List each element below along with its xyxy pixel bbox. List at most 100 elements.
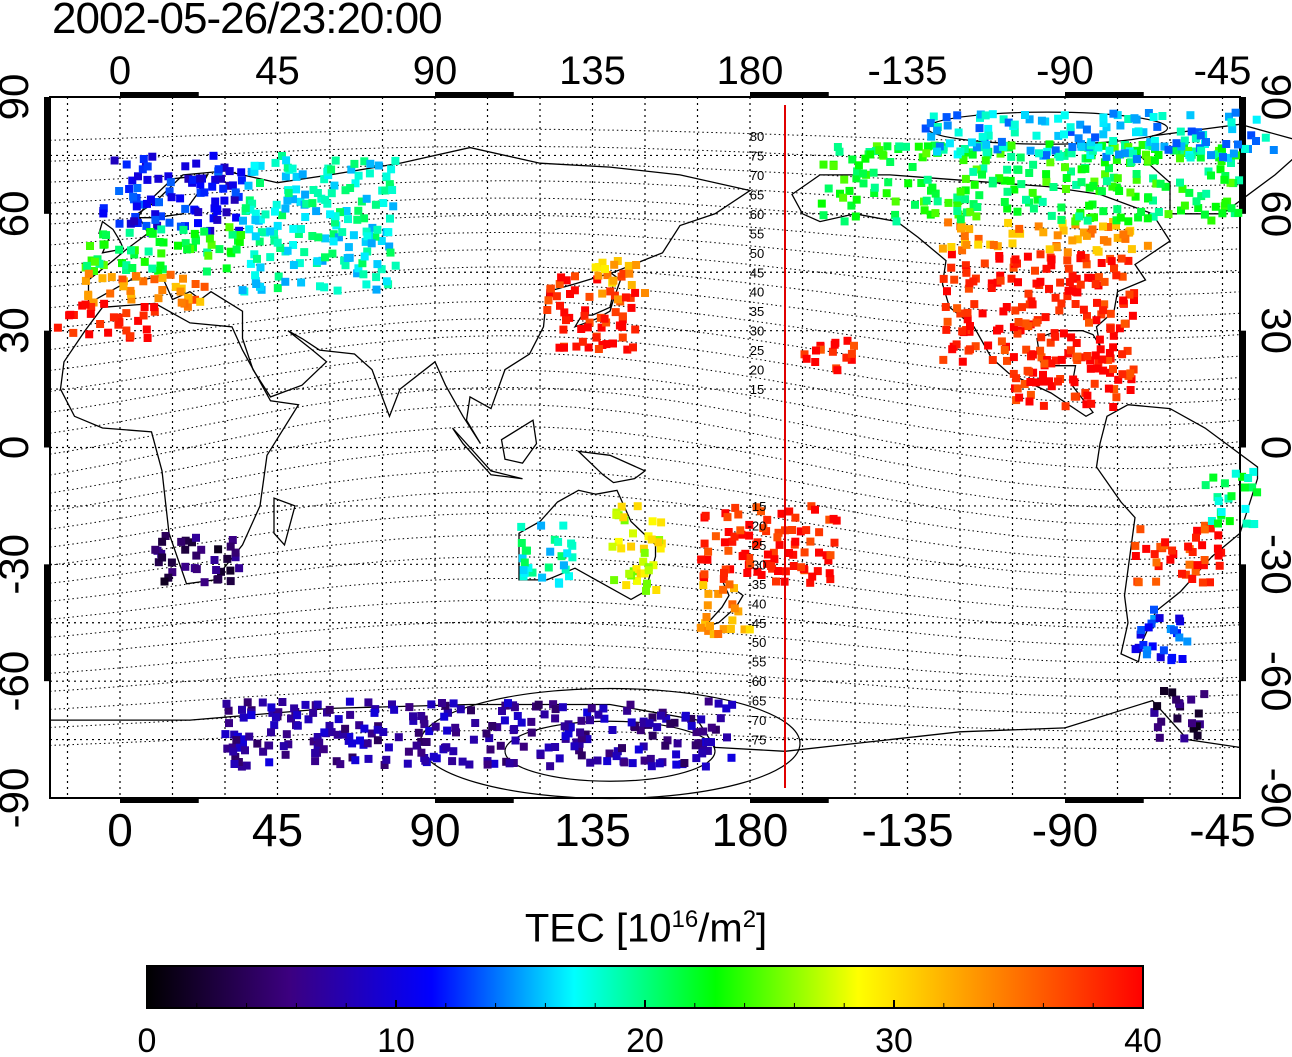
tec-point bbox=[584, 343, 593, 352]
tec-point bbox=[1082, 231, 1091, 240]
tec-point bbox=[560, 722, 569, 731]
tec-point bbox=[938, 244, 947, 253]
tec-point bbox=[1153, 723, 1162, 732]
tec-point bbox=[808, 572, 817, 581]
tec-point bbox=[944, 218, 953, 227]
tec-point bbox=[662, 714, 671, 723]
tec-point bbox=[246, 205, 255, 214]
tec-point bbox=[763, 550, 772, 559]
tec-point bbox=[1014, 318, 1023, 326]
mag-contour bbox=[49, 469, 1241, 543]
tec-point bbox=[606, 287, 615, 296]
tec-point bbox=[238, 735, 247, 744]
mag-contour bbox=[49, 491, 1241, 560]
tec-point bbox=[226, 542, 235, 551]
tec-point bbox=[1057, 203, 1066, 212]
tec-point bbox=[131, 272, 140, 281]
tec-point bbox=[348, 739, 357, 748]
tec-point bbox=[520, 558, 529, 567]
tec-point bbox=[974, 234, 983, 243]
tec-point bbox=[1231, 108, 1240, 117]
tec-point bbox=[139, 155, 148, 163]
tec-point bbox=[612, 510, 621, 519]
tec-point bbox=[1011, 255, 1020, 264]
tec-point bbox=[961, 195, 970, 204]
tec-point bbox=[911, 200, 919, 209]
tec-point bbox=[842, 353, 851, 362]
tec-point bbox=[1000, 346, 1009, 354]
tec-point bbox=[1136, 525, 1145, 534]
tec-point bbox=[672, 750, 681, 759]
tec-point bbox=[704, 697, 713, 706]
tec-point bbox=[806, 537, 815, 546]
tec-point bbox=[1047, 261, 1056, 270]
tec-point bbox=[1227, 118, 1236, 127]
tec-point bbox=[926, 119, 935, 128]
tec-point bbox=[639, 557, 648, 566]
tec-point bbox=[972, 143, 981, 152]
tec-point bbox=[639, 719, 648, 728]
tec-point bbox=[993, 145, 1002, 154]
tec-point bbox=[580, 311, 589, 320]
tec-point bbox=[1168, 653, 1177, 662]
right-lat-label: 60 bbox=[1253, 190, 1292, 237]
tec-point bbox=[598, 258, 607, 267]
tec-point bbox=[1149, 212, 1158, 221]
contour-label: -65 bbox=[748, 694, 767, 709]
tec-point bbox=[575, 739, 584, 748]
tec-point bbox=[222, 264, 231, 273]
tec-point bbox=[250, 167, 259, 176]
tec-point bbox=[158, 273, 167, 282]
tec-point bbox=[1160, 687, 1168, 695]
tec-point bbox=[509, 759, 518, 767]
tec-point bbox=[1184, 542, 1193, 551]
tec-point bbox=[727, 753, 736, 762]
tec-point bbox=[1215, 561, 1224, 570]
tec-point bbox=[829, 514, 838, 523]
tec-point bbox=[1144, 623, 1153, 632]
tec-point bbox=[617, 502, 626, 511]
tec-point bbox=[1150, 156, 1159, 165]
tec-point bbox=[346, 710, 355, 719]
tec-point bbox=[941, 303, 950, 311]
tec-point bbox=[1079, 305, 1088, 314]
tec-point bbox=[273, 284, 282, 293]
tec-point bbox=[719, 625, 728, 634]
tec-point bbox=[253, 739, 262, 748]
tec-point bbox=[728, 600, 737, 609]
tec-point bbox=[451, 723, 460, 732]
tec-point bbox=[619, 269, 628, 278]
tec-point bbox=[1200, 210, 1209, 219]
tec-point bbox=[802, 526, 811, 535]
tec-point bbox=[1175, 614, 1184, 623]
tec-point bbox=[192, 236, 200, 245]
tec-point bbox=[142, 221, 151, 230]
tec-point bbox=[1036, 277, 1045, 286]
tec-point bbox=[382, 277, 391, 286]
tec-point bbox=[603, 271, 612, 280]
tec-point bbox=[250, 250, 259, 259]
tec-point bbox=[1192, 533, 1200, 542]
frame-band bbox=[750, 797, 829, 803]
tec-point bbox=[978, 170, 986, 179]
tec-point bbox=[214, 165, 223, 174]
tec-point bbox=[633, 502, 642, 511]
tec-point bbox=[800, 350, 809, 359]
contour-label: -55 bbox=[748, 655, 767, 670]
tec-point bbox=[953, 207, 962, 215]
tec-point bbox=[1082, 125, 1091, 134]
tec-point bbox=[1119, 296, 1128, 305]
tec-point bbox=[1039, 228, 1048, 237]
tec-point bbox=[1087, 138, 1096, 147]
tec-point bbox=[1060, 130, 1068, 139]
tec-point bbox=[251, 271, 260, 280]
tec-point bbox=[840, 175, 849, 184]
tec-point bbox=[266, 227, 275, 236]
tec-point bbox=[154, 266, 163, 275]
tec-point bbox=[969, 167, 978, 176]
tec-point bbox=[728, 616, 737, 625]
tec-point bbox=[1104, 384, 1113, 393]
timestamp: 2002-05-26/23:20:00 bbox=[52, 0, 443, 43]
tec-point bbox=[1018, 303, 1026, 312]
tec-point bbox=[312, 207, 321, 216]
